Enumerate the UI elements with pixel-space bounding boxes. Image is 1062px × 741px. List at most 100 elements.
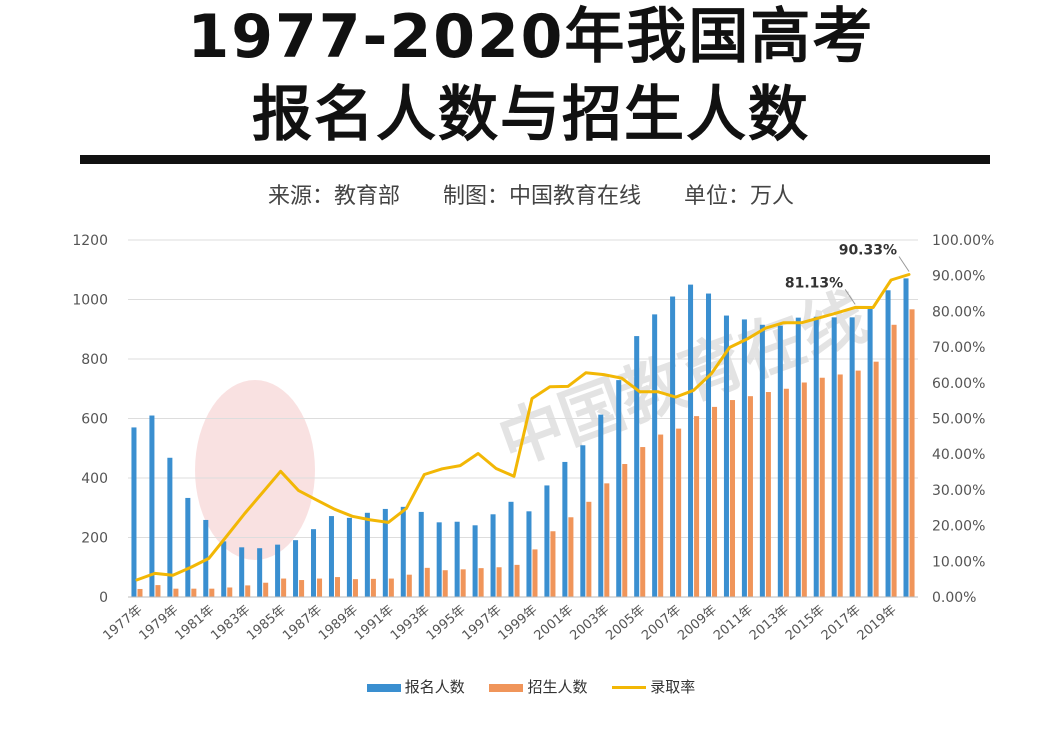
- title-divider: [80, 155, 990, 164]
- watermark-logo-shape: [195, 380, 315, 560]
- bar-admitted: [406, 574, 412, 597]
- bar-applicants: [795, 317, 801, 597]
- bar-admitted: [424, 567, 430, 597]
- x-tick-label: 1977年: [101, 603, 146, 644]
- x-tick-label: 2007年: [639, 603, 684, 644]
- bar-admitted: [765, 392, 771, 597]
- bar-applicants: [364, 512, 370, 597]
- legend-label-applicants: 报名人数: [404, 678, 465, 696]
- x-tick-label: 1979年: [137, 603, 182, 644]
- y-left-tick-label: 1000: [72, 293, 108, 309]
- bar-admitted: [568, 517, 574, 597]
- legend-swatch-rate: [612, 686, 647, 689]
- bar-admitted: [299, 580, 305, 597]
- bar-admitted: [532, 549, 538, 597]
- x-tick-label: 1989年: [316, 603, 361, 644]
- bar-admitted: [729, 400, 736, 597]
- bar-admitted: [460, 569, 466, 597]
- bar-admitted: [837, 374, 843, 597]
- x-tick-label: 1991年: [352, 603, 397, 644]
- y-right-tick-label: 80.00%: [932, 304, 985, 320]
- bar-admitted: [640, 447, 646, 597]
- bar-applicants: [149, 415, 155, 597]
- bar-applicants: [382, 508, 388, 597]
- bar-applicants: [777, 325, 783, 597]
- annotation-label: 90.33%: [839, 243, 897, 259]
- bar-applicants: [526, 511, 532, 597]
- bar-admitted: [712, 406, 718, 597]
- y-right-tick-label: 90.00%: [932, 269, 985, 285]
- y-left-tick-label: 600: [81, 412, 108, 428]
- y-right-tick-label: 30.00%: [932, 483, 985, 499]
- bar-admitted: [855, 370, 861, 597]
- legend-item-admitted: 招生人数: [489, 676, 588, 697]
- bar-admitted: [388, 578, 394, 597]
- bar-admitted: [694, 416, 700, 597]
- y-left-tick-label: 1200: [72, 233, 108, 249]
- x-tick-label: 2005年: [603, 603, 648, 644]
- x-tick-label: 2015年: [783, 603, 828, 644]
- bar-applicants: [472, 525, 478, 597]
- legend-label-rate: 录取率: [650, 678, 696, 696]
- x-tick-label: 2009年: [675, 603, 720, 644]
- x-tick-label: 1997年: [460, 603, 505, 644]
- bar-admitted: [334, 577, 341, 597]
- legend-swatch-admitted: [489, 683, 524, 692]
- bar-admitted: [245, 585, 251, 597]
- bar-applicants: [275, 544, 281, 597]
- bar-applicants: [616, 380, 622, 597]
- bar-applicants: [131, 427, 137, 597]
- x-tick-label: 1981年: [172, 603, 217, 644]
- bar-applicants: [400, 506, 406, 597]
- y-right-tick-label: 60.00%: [932, 376, 985, 392]
- legend-label-admitted: 招生人数: [527, 678, 588, 696]
- chart-title-line1: 1977-2020年我国高考: [187, 2, 875, 72]
- bar-applicants: [310, 529, 317, 597]
- legend-item-applicants: 报名人数: [366, 676, 465, 697]
- annotation-label: 81.13%: [785, 275, 843, 291]
- bar-applicants: [418, 511, 424, 597]
- bar-admitted: [909, 309, 915, 597]
- x-tick-label: 2019年: [855, 603, 900, 644]
- bar-admitted: [137, 588, 143, 597]
- bar-applicants: [544, 485, 550, 597]
- bar-admitted: [801, 382, 807, 597]
- bar-admitted: [173, 588, 179, 597]
- bar-applicants: [759, 324, 765, 597]
- bar-admitted: [550, 531, 556, 597]
- bar-admitted: [155, 585, 161, 597]
- bar-admitted: [352, 579, 358, 597]
- bar-admitted: [819, 377, 825, 597]
- bar-admitted: [747, 396, 753, 597]
- bar-admitted: [317, 578, 323, 597]
- x-tick-label: 2003年: [567, 603, 612, 644]
- bar-admitted: [263, 582, 269, 597]
- y-left-tick-label: 400: [81, 471, 108, 487]
- y-right-tick-label: 10.00%: [932, 554, 985, 570]
- bar-admitted: [604, 483, 610, 597]
- legend-item-rate: 录取率: [612, 676, 695, 697]
- bar-admitted: [622, 464, 628, 597]
- bar-admitted: [227, 587, 233, 597]
- x-tick-label: 2017年: [819, 603, 864, 644]
- y-left-tick-label: 0: [99, 590, 108, 606]
- x-tick-label: 1983年: [208, 603, 253, 644]
- bar-admitted: [586, 501, 592, 597]
- chart-subtitle: 来源：教育部 制图：中国教育在线 单位：万人: [0, 178, 1062, 210]
- y-right-tick-label: 40.00%: [932, 447, 985, 463]
- source-label: 来源：教育部: [267, 184, 400, 209]
- y-right-tick-label: 70.00%: [932, 340, 985, 356]
- bar-admitted: [783, 388, 789, 597]
- bar-applicants: [508, 501, 514, 597]
- bar-applicants: [723, 315, 729, 597]
- y-right-tick-label: 0.00%: [932, 590, 976, 606]
- x-tick-label: 1995年: [424, 603, 469, 644]
- bar-applicants: [454, 521, 460, 597]
- chart-title-line2: 报名人数与招生人数: [252, 80, 810, 150]
- bar-applicants: [580, 445, 586, 597]
- bar-applicants: [221, 541, 227, 597]
- x-tick-label: 2001年: [532, 603, 577, 644]
- bar-admitted: [873, 361, 879, 597]
- bar-admitted: [442, 570, 448, 597]
